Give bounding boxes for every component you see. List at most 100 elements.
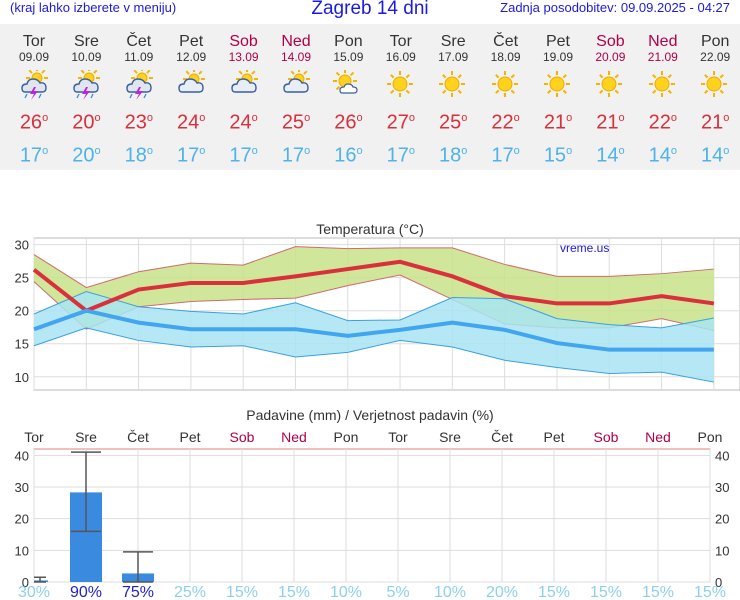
min-temp: 20o	[72, 144, 101, 167]
day-date: 12.09	[176, 50, 207, 64]
min-temp: 14o	[701, 144, 730, 167]
day-date: 14.09	[280, 50, 312, 64]
temperature-tick-label: 30	[15, 238, 29, 253]
precipitation-day-label: Ned	[645, 429, 671, 445]
max-temp: 22o	[491, 111, 520, 134]
precipitation-probability: 90%	[70, 584, 102, 600]
precipitation-probability: 75%	[122, 584, 154, 600]
max-temp: 25o	[281, 111, 311, 134]
max-temp-range-band-upper	[33, 246, 714, 289]
watermark: vreme.us	[560, 241, 609, 255]
max-temp: 22o	[648, 111, 677, 134]
day-date: 16.09	[385, 50, 416, 64]
day-name: Čet	[126, 33, 152, 50]
day-date: 09.09	[18, 50, 50, 64]
precipitation-day-label: Pet	[179, 429, 200, 445]
thunderstorm-icon	[126, 70, 153, 100]
sun-icon	[439, 71, 466, 97]
max-temp: 21o	[701, 111, 730, 134]
precipitation-day-label: Pon	[334, 429, 359, 445]
day-name: Pet	[179, 33, 204, 50]
day-date: 13.09	[228, 50, 259, 64]
day-name: Sob	[596, 33, 625, 50]
day-name: Čet	[493, 33, 519, 50]
precipitation-tick-right: 10	[715, 543, 729, 558]
min-temp: 17o	[229, 144, 258, 167]
header-hint[interactable]: (kraj lahko izberete v meniju)	[10, 0, 177, 15]
precipitation-tick-right: 0	[715, 575, 722, 590]
max-temp: 27o	[386, 111, 415, 134]
min-temp: 15o	[543, 144, 573, 167]
min-temp-line	[33, 308, 714, 352]
temperature-tick-label: 10	[15, 370, 29, 385]
day-column: Čet 11.09 23o 18o	[113, 34, 165, 167]
precipitation-day-label: Sob	[594, 429, 619, 445]
day-column: Sob 13.09 24o 17o	[218, 34, 270, 167]
min-temp: 17o	[491, 144, 520, 167]
precipitation-probability: 10%	[434, 584, 466, 600]
day-date: 21.09	[647, 50, 678, 64]
partly-cloudy-icon	[283, 70, 310, 93]
day-date: 19.09	[542, 50, 574, 64]
max-temp-line	[32, 259, 715, 313]
precipitation-probability: 25%	[174, 584, 206, 600]
precipitation-tick-left: 30	[15, 480, 29, 495]
precipitation-probability: 30%	[18, 584, 50, 600]
min-temp: 17o	[19, 144, 49, 167]
day-name: Sre	[73, 33, 99, 50]
min-temp-range-band-lower	[33, 327, 714, 383]
day-date: 10.09	[71, 50, 102, 64]
temperature-tick-label: 15	[15, 337, 29, 352]
day-column: Ned 21.09 22o 14o	[637, 34, 689, 167]
precipitation-tick-left: 0	[22, 575, 29, 590]
day-column: Pon 22.09 21o 14o	[689, 34, 740, 167]
day-column: Sre 10.09 20o 20o	[60, 34, 112, 167]
day-column: Ned 14.09 25o 17o	[270, 34, 322, 167]
precipitation-tick-left: 10	[15, 543, 29, 558]
day-name: Sre	[440, 33, 466, 50]
day-column: Sob 20.09 21o 14o	[584, 34, 636, 167]
max-temp: 26o	[19, 111, 49, 134]
min-temp: 17o	[177, 144, 206, 167]
precipitation-tick-right: 40	[715, 448, 729, 463]
daily-forecast-strip: Tor 09.09 26o 17o Sre 10.09 20o 20o Čet 11…	[0, 24, 740, 170]
max-temp: 24o	[177, 111, 206, 134]
day-date: 11.09	[124, 50, 154, 64]
day-date: 18.09	[490, 50, 521, 64]
precipitation-day-label: Čet	[491, 429, 513, 445]
sun-icon	[648, 71, 675, 97]
max-temp-range-band	[34, 246, 714, 331]
temperature-tick-label: 25	[15, 271, 29, 286]
max-temp: 25o	[439, 111, 468, 134]
day-date: 15.09	[333, 50, 364, 64]
sun-icon	[386, 71, 413, 97]
sun-icon	[701, 71, 728, 97]
max-temp: 21o	[543, 111, 573, 134]
precipitation-probability: 15%	[642, 584, 674, 600]
day-column: Tor 09.09 26o 17o	[8, 34, 60, 167]
min-temp: 18o	[439, 144, 468, 167]
max-temp: 24o	[229, 111, 258, 134]
partly-cloudy-icon	[178, 70, 206, 93]
max-temp: 21o	[596, 111, 625, 134]
min-temp: 16o	[334, 144, 363, 167]
precipitation-probability: 15%	[538, 584, 570, 600]
precipitation-day-label: Sob	[230, 429, 255, 445]
day-name: Pon	[700, 33, 730, 50]
day-name: Pet	[545, 33, 570, 50]
precipitation-day-label: Sre	[439, 429, 461, 445]
day-column: Pet 12.09 24o 17o	[165, 34, 217, 167]
max-temp: 20o	[72, 111, 101, 134]
min-temp: 14o	[648, 144, 677, 167]
page-title: Zagreb 14 dni	[311, 0, 429, 19]
day-column: Pon 15.09 26o 16o	[322, 34, 374, 167]
precipitation-day-label: Ned	[281, 429, 307, 445]
precipitation-day-label: Tor	[24, 429, 44, 445]
min-temp: 18o	[124, 144, 153, 167]
precipitation-day-label: Čet	[127, 429, 149, 445]
min-temp: 17o	[386, 144, 415, 167]
precipitation-probability: 15%	[226, 584, 258, 600]
day-column: Čet 18.09 22o 17o	[480, 34, 532, 167]
precipitation-tick-left: 40	[15, 448, 29, 463]
